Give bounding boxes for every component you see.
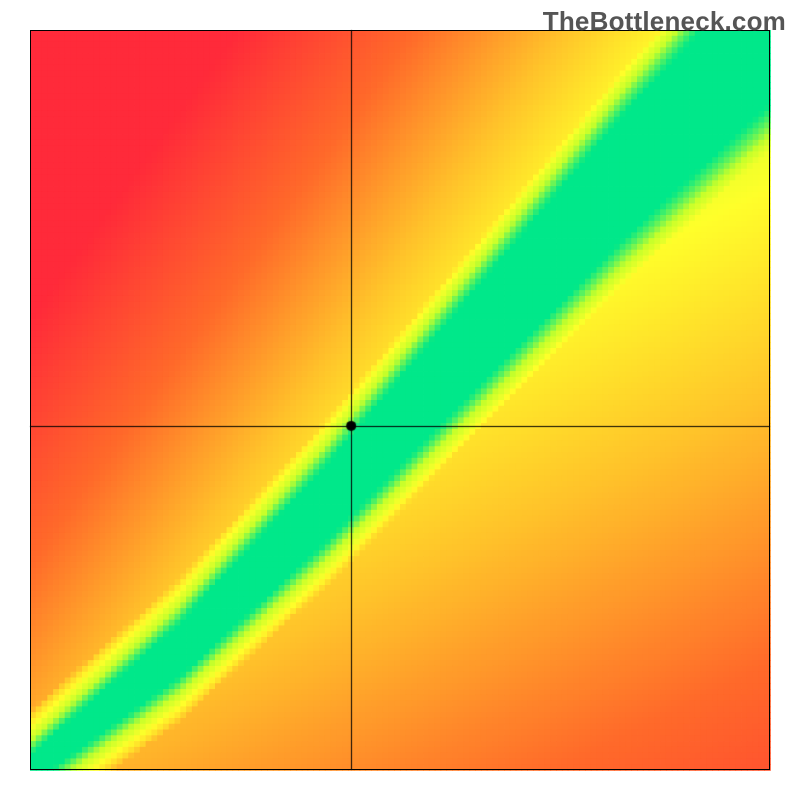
chart-container: TheBottleneck.com — [0, 0, 800, 800]
bottleneck-heatmap — [0, 0, 800, 800]
watermark-text: TheBottleneck.com — [543, 6, 786, 37]
